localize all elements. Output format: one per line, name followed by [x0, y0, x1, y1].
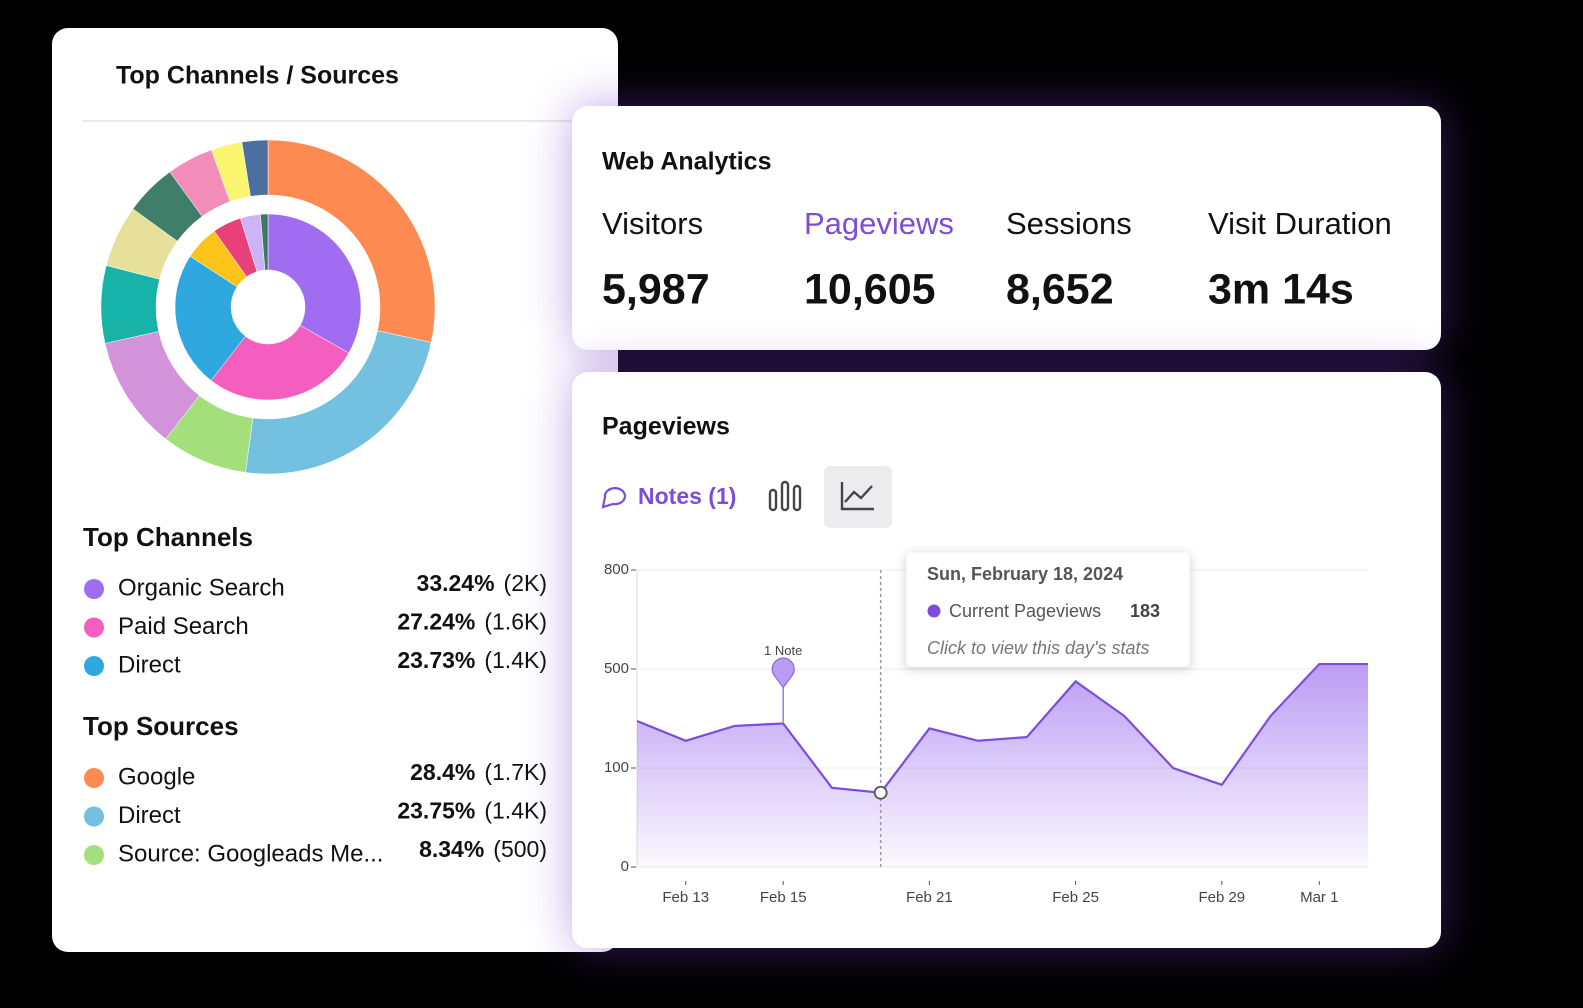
tooltip-dot	[927, 604, 941, 618]
y-tick-label: 800	[604, 561, 629, 578]
line-icon	[840, 482, 874, 511]
legend-percent: 8.34%	[419, 836, 484, 862]
bar-icon	[780, 480, 790, 512]
y-tick-label: 0	[621, 858, 629, 875]
sources-panel: Top Channels / Sources Top Channels Organ…	[83, 62, 618, 867]
card-title: Top Channels / Sources	[116, 62, 399, 90]
y-tick-label: 500	[604, 660, 629, 677]
donut-slice	[267, 213, 362, 354]
card-title: Web Analytics	[602, 148, 772, 176]
legend-label: Source: Googleads Me...	[118, 840, 383, 867]
web-analytics-card: Web Analytics Visitors 5,987 Pageviews 10,6…	[572, 106, 1441, 350]
donut-slice	[100, 265, 160, 344]
sources-card: Top Channels / Sources Top Channels Organ…	[52, 28, 618, 952]
donut-slice	[241, 139, 269, 197]
tooltip: Sun, February 18, 2024 Current Pageviews 1…	[905, 551, 1191, 668]
legend-label: Direct	[118, 802, 181, 829]
notes-button[interactable]: Notes (1)	[601, 483, 736, 509]
legend-count: (1.6K)	[484, 609, 547, 635]
legend-count: (500)	[493, 836, 547, 862]
metric-value: 8,652	[1006, 265, 1114, 313]
note-label: 1 Note	[764, 643, 802, 658]
legend-count: (2K)	[504, 570, 547, 596]
legend-label: Organic Search	[118, 574, 285, 601]
legend-percent: 28.4%	[410, 759, 475, 785]
legend-heading: Top Channels	[83, 522, 253, 552]
notes-icon	[601, 487, 627, 509]
donut-slice	[260, 213, 269, 271]
donut-slice	[174, 255, 246, 381]
legend-label: Google	[118, 763, 195, 790]
legend-count: (1.7K)	[484, 759, 547, 785]
metric-label: Sessions	[1006, 206, 1132, 241]
x-tick-label: Mar 1	[1300, 889, 1338, 906]
x-tick-label: Feb 15	[760, 889, 807, 906]
metric-value: 10,605	[804, 265, 936, 313]
metric-label: Visit Duration	[1208, 206, 1392, 241]
tooltip-hint: Click to view this day's stats	[927, 638, 1150, 658]
card-title: Pageviews	[602, 413, 730, 441]
donut-slice	[267, 139, 436, 343]
metric-label: Visitors	[602, 206, 703, 241]
legend-dot	[84, 806, 104, 827]
legend-percent: 33.24%	[417, 570, 495, 596]
metric-value: 3m 14s	[1208, 265, 1354, 313]
area	[637, 664, 1368, 867]
legend-percent: 27.24%	[397, 609, 475, 635]
donut-slice	[210, 324, 350, 401]
donut-slice	[245, 330, 432, 475]
legend-count: (1.4K)	[484, 798, 547, 824]
metric-value: 5,987	[602, 265, 710, 313]
x-tick-label: Feb 13	[662, 889, 709, 906]
legend-count: (1.4K)	[484, 647, 547, 673]
legend-percent: 23.75%	[397, 798, 475, 824]
bar-icon	[768, 488, 778, 512]
pageviews-card: Pageviews Notes (1) 0 100 500 800 Feb 13 Feb …	[572, 372, 1441, 948]
note-pin	[771, 657, 795, 689]
notes-label[interactable]: Notes (1)	[638, 483, 736, 509]
y-tick-label: 100	[604, 759, 629, 776]
legend-label: Direct	[118, 651, 181, 678]
x-tick-label: Feb 29	[1198, 889, 1245, 906]
tooltip-value: 183	[1130, 601, 1160, 621]
legend-heading: Top Sources	[83, 711, 239, 741]
legend-dot	[84, 579, 104, 599]
tooltip-series: Current Pageviews	[949, 601, 1101, 621]
bar-view-button[interactable]	[768, 480, 802, 512]
pageviews-panel: Pageviews Notes (1) 0 100 500 800 Feb 13 Feb …	[601, 413, 1368, 906]
legend-dot	[84, 845, 104, 865]
legend-dot	[84, 656, 104, 676]
web-analytics-panel: Web Analytics Visitors 5,987 Pageviews 10,6…	[602, 148, 1392, 314]
legend-label: Paid Search	[118, 613, 249, 640]
tooltip-date: Sun, February 18, 2024	[927, 564, 1123, 584]
line	[636, 662, 1368, 794]
metric-label: Pageviews	[804, 206, 954, 241]
legend-dot	[84, 617, 104, 638]
legend-percent: 23.73%	[397, 647, 475, 673]
legend-dot	[84, 768, 104, 788]
bar-icon	[792, 484, 802, 512]
x-tick-label: Feb 25	[1052, 889, 1099, 906]
x-tick-label: Feb 21	[906, 889, 953, 906]
tooltip-box	[905, 551, 1191, 668]
hover-point	[873, 785, 888, 800]
